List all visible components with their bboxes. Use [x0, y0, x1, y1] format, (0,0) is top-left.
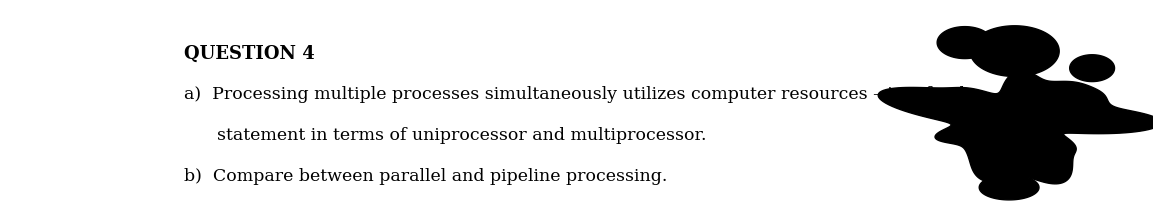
Polygon shape	[1070, 55, 1115, 82]
Polygon shape	[979, 175, 1039, 200]
Text: QUESTION 4: QUESTION 4	[184, 45, 315, 63]
Text: statement in terms of uniprocessor and multiprocessor.: statement in terms of uniprocessor and m…	[184, 127, 707, 144]
Polygon shape	[879, 71, 1153, 184]
Polygon shape	[970, 26, 1060, 76]
Polygon shape	[937, 27, 993, 59]
Text: a)  Processing multiple processes simultaneously utilizes computer resources – j: a) Processing multiple processes simulta…	[184, 86, 981, 103]
Text: b)  Compare between parallel and pipeline processing.: b) Compare between parallel and pipeline…	[184, 168, 668, 185]
